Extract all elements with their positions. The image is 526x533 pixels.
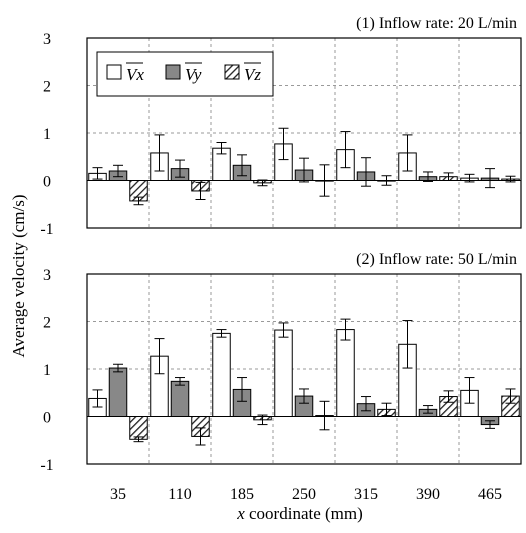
error-bar-vy <box>175 377 185 386</box>
error-bar-vz <box>381 402 392 417</box>
y-axis-label: Average velocity (cm/s) <box>9 194 28 357</box>
y-tick-label: 2 <box>43 79 51 96</box>
error-bar-vy <box>113 363 123 373</box>
legend-label-vy: Vy <box>185 65 202 84</box>
x-tick-label: 35 <box>110 486 126 503</box>
y-tick-label: -1 <box>40 221 53 238</box>
error-bar-vy <box>485 420 495 429</box>
x-tick-label: 110 <box>168 486 191 503</box>
x-tick-label: 390 <box>416 486 440 503</box>
bar-vz <box>129 416 148 440</box>
legend: Vx Vy Vz <box>96 51 274 97</box>
error-bar-vx <box>278 322 289 338</box>
error-bar-vz <box>133 196 144 206</box>
error-bar-vy <box>361 157 371 187</box>
y-tick-label: 0 <box>43 174 51 191</box>
error-bar-vy <box>299 157 309 183</box>
panel-title: (2) Inflow rate: 50 L/min <box>356 251 517 268</box>
error-bar-vx <box>92 389 103 408</box>
error-bar-vx <box>278 127 289 161</box>
y-tick-label: -1 <box>40 457 53 474</box>
panel-2: (2) Inflow rate: 50 L/min 3 2 1 0 -1 35 110 185 2… <box>40 251 522 503</box>
y-tick-label: 0 <box>43 410 51 427</box>
error-bar-vz <box>319 400 330 431</box>
x-tick-label: 185 <box>230 486 254 503</box>
error-bar-vx <box>92 167 103 180</box>
error-bar-vz <box>195 181 206 200</box>
plot-frame <box>86 273 522 465</box>
error-bar-vx <box>216 329 227 338</box>
error-bar-vx <box>216 142 227 155</box>
y-tick-label: 2 <box>43 315 51 332</box>
error-bar-vy <box>361 396 371 412</box>
x-axis-label: x coordinate (mm) <box>236 504 363 523</box>
error-bar-vx <box>154 134 165 172</box>
panel-1: (1) Inflow rate: 20 L/min 3 2 1 0 -1 Vx Vy Vz <box>40 15 522 238</box>
error-bar-vy <box>237 377 247 402</box>
panel-title: (1) Inflow rate: 20 L/min <box>356 15 517 32</box>
y-tick-label: 1 <box>43 126 51 143</box>
x-tick-label: 315 <box>354 486 378 503</box>
legend-swatch-vz <box>224 64 240 80</box>
error-bar-vx <box>402 320 413 369</box>
x-tick-label: 465 <box>478 486 502 503</box>
y-tick-label: 3 <box>43 267 51 284</box>
legend-swatch-vx <box>106 64 122 80</box>
error-bar-vx <box>402 134 413 172</box>
error-bar-vz <box>443 390 454 403</box>
error-bar-vy <box>423 405 433 414</box>
x-tick-label: 250 <box>292 486 316 503</box>
y-tick-label: 3 <box>43 31 51 48</box>
plot-frame <box>86 37 522 229</box>
y-tick-label: 1 <box>43 362 51 379</box>
bar-vy <box>170 380 190 418</box>
error-bar-vz <box>195 427 206 446</box>
legend-label-vx: Vx <box>126 65 144 84</box>
legend-swatch-vy <box>165 64 181 80</box>
error-bar-vy <box>299 388 309 404</box>
bar-vx <box>212 332 231 417</box>
error-bar-vy <box>423 171 433 182</box>
error-bar-vx <box>340 318 351 341</box>
legend-box <box>96 51 274 97</box>
error-bar-vy <box>175 159 185 178</box>
bar-vx <box>336 329 355 418</box>
bar-vx <box>274 329 293 417</box>
error-bar-vz <box>505 388 516 404</box>
x-axis-label-unit: coordinate (mm) <box>245 504 363 523</box>
error-bar-vx <box>154 338 165 375</box>
error-bar-vy <box>113 164 123 178</box>
bar-vy <box>108 367 128 417</box>
error-bar-vx <box>340 131 351 169</box>
legend-label-vz: Vz <box>244 65 261 84</box>
error-bar-vy <box>237 154 247 177</box>
error-bar-vz <box>133 436 144 443</box>
x-axis-label-variable: x <box>236 504 245 523</box>
error-bar-vx <box>464 377 475 404</box>
error-bar-vy <box>485 168 495 189</box>
